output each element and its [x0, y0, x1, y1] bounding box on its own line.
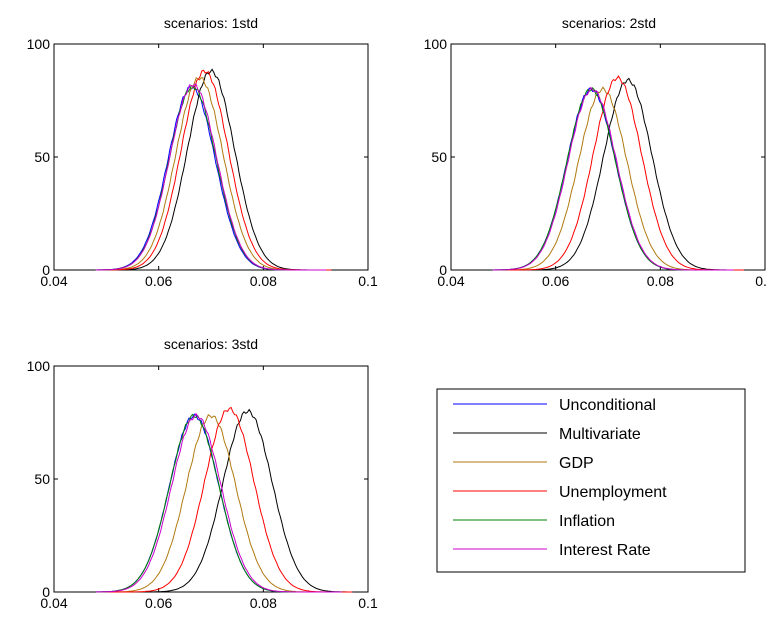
- legend-label: Interest Rate: [559, 542, 651, 559]
- legend-box: [436, 388, 746, 573]
- curves: [95, 68, 337, 271]
- panel-2std: scenarios: 2std 0.04 0.06 0.08 0.1 0 50 100: [424, 15, 767, 289]
- series-line-interest-rate: [492, 86, 734, 271]
- x-tick-label: 0.1: [755, 273, 767, 289]
- y-tick-label: 50: [34, 149, 50, 165]
- axes-box: [53, 365, 369, 593]
- series-line-multivariate: [508, 77, 750, 271]
- ticks: 0.04 0.06 0.08 0.1 0 50 100: [27, 36, 378, 289]
- legend-label: Unemployment: [559, 484, 667, 501]
- x-tick-label: 0.04: [40, 595, 67, 611]
- series-line-interest-rate: [95, 412, 342, 593]
- axes-box: [53, 43, 369, 271]
- x-tick-label: 0.1: [358, 595, 378, 611]
- ticks: 0.04 0.06 0.08 0.1 0 50 100: [27, 358, 378, 611]
- x-tick-label: 0.04: [40, 273, 67, 289]
- x-tick-label: 0.08: [250, 595, 277, 611]
- y-tick-label: 50: [34, 471, 50, 487]
- y-tick-label: 0: [42, 584, 50, 600]
- chart-title: scenarios: 1std: [164, 15, 258, 31]
- legend-label: Multivariate: [559, 426, 641, 443]
- x-tick-label: 0.06: [542, 273, 569, 289]
- ticks: 0.04 0.06 0.08 0.1 0 50 100: [424, 36, 767, 289]
- x-tick-label: 0.1: [358, 273, 378, 289]
- y-tick-label: 100: [424, 36, 448, 52]
- curves: [492, 75, 750, 271]
- legend-label: Inflation: [559, 513, 615, 530]
- legend-label: Unconditional: [559, 397, 656, 414]
- curves: [95, 406, 358, 593]
- y-tick-label: 100: [27, 36, 51, 52]
- x-tick-label: 0.06: [145, 273, 172, 289]
- chart-title: scenarios: 3std: [164, 336, 258, 352]
- y-tick-label: 100: [27, 358, 51, 374]
- y-tick-label: 0: [439, 262, 447, 278]
- chart-title: scenarios: 2std: [562, 15, 656, 31]
- series-line-multivariate: [116, 408, 358, 593]
- x-tick-label: 0.08: [647, 273, 674, 289]
- series-line-unemployment: [106, 406, 353, 593]
- panel-3std: scenarios: 3std 0.04 0.06 0.08 0.1 0 50 100: [27, 336, 378, 611]
- y-tick-label: 50: [431, 149, 447, 165]
- legend-entries: Unconditional Multivariate GDP Unemployment…: [453, 397, 667, 559]
- y-tick-label: 0: [42, 262, 50, 278]
- x-tick-label: 0.06: [145, 595, 172, 611]
- x-tick-label: 0.08: [250, 273, 277, 289]
- legend-label: GDP: [559, 455, 594, 472]
- panel-1std: scenarios: 1std 0.04 0.06 0.08 0.1 0 50 100: [27, 15, 378, 289]
- series-line-interest-rate: [95, 83, 327, 271]
- legend: Unconditional Multivariate GDP Unemployment…: [436, 388, 746, 573]
- x-tick-label: 0.04: [437, 273, 464, 289]
- axes-box: [450, 43, 766, 271]
